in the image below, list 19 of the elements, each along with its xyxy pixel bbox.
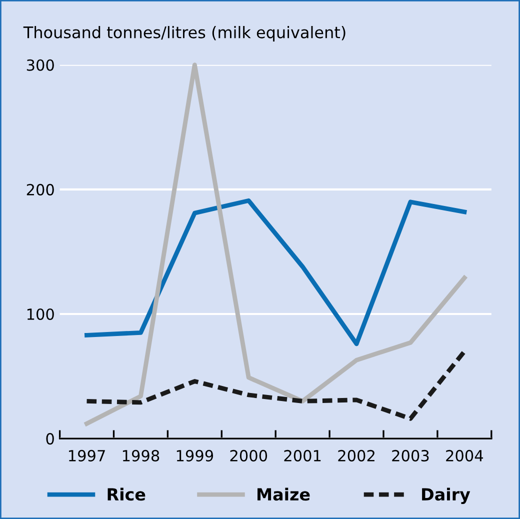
x-tick-label: 1997 xyxy=(69,450,105,462)
y-tick-label: 0 xyxy=(46,433,54,445)
x-tick-label: 2000 xyxy=(230,450,268,462)
y-tick-label: 200 xyxy=(26,184,54,196)
line-series xyxy=(84,62,467,426)
y-axis-title: Thousand tonnes/litres (milk equivalent) xyxy=(23,26,346,42)
x-tick-label: 2002 xyxy=(338,450,374,462)
y-tick-label: 100 xyxy=(27,308,54,320)
x-tick-label: 2003 xyxy=(392,450,429,462)
y-tick-label: 300 xyxy=(26,59,54,71)
legend-label: Maize xyxy=(258,488,310,501)
x-tick-label: 2004 xyxy=(446,450,484,462)
x-tick-label: 1998 xyxy=(122,450,160,462)
line-series xyxy=(84,349,467,421)
x-tick-label: 2001 xyxy=(284,450,321,462)
x-tick-label: 1999 xyxy=(176,450,214,462)
line-series xyxy=(84,198,467,346)
legend-label: Rice xyxy=(108,488,146,501)
legend-label: Dairy xyxy=(422,488,470,504)
